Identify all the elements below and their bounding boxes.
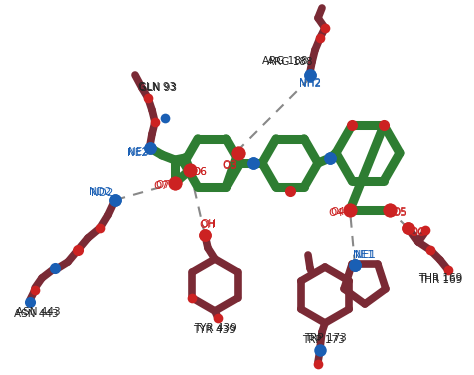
Text: O6: O6: [192, 167, 208, 177]
Text: THR 169: THR 169: [418, 275, 462, 285]
Text: ARG 188: ARG 188: [267, 57, 313, 67]
Text: ASN 443: ASN 443: [16, 307, 60, 317]
Text: TRP 173: TRP 173: [304, 333, 346, 343]
Text: O5: O5: [392, 208, 408, 218]
Text: OH: OH: [200, 219, 216, 229]
Text: O3: O3: [223, 160, 237, 170]
Text: OG: OG: [410, 228, 426, 238]
Text: NE1: NE1: [353, 250, 374, 260]
Text: ND2: ND2: [91, 188, 113, 198]
Text: ARG 188: ARG 188: [262, 56, 308, 66]
Text: O7: O7: [155, 180, 171, 190]
Text: NE1: NE1: [355, 250, 375, 260]
Text: TRP 173: TRP 173: [301, 335, 345, 345]
Text: O5: O5: [392, 207, 408, 217]
Text: GLN 93: GLN 93: [139, 83, 177, 93]
Text: O7: O7: [154, 181, 168, 191]
Text: ASN 443: ASN 443: [14, 309, 58, 319]
Text: NE2: NE2: [128, 147, 148, 157]
Text: O4: O4: [328, 208, 344, 218]
Text: OG: OG: [410, 227, 426, 237]
Text: ND2: ND2: [89, 187, 111, 197]
Text: TYR 439: TYR 439: [192, 325, 236, 335]
Text: O6: O6: [192, 167, 208, 177]
Text: THR 169: THR 169: [418, 273, 462, 283]
Text: O3: O3: [223, 161, 237, 171]
Text: TYR 439: TYR 439: [193, 323, 237, 333]
Text: NH2: NH2: [299, 78, 321, 88]
Text: NE2: NE2: [127, 148, 147, 158]
Text: GLN 93: GLN 93: [138, 82, 176, 92]
Text: O4: O4: [330, 207, 346, 217]
Text: OH: OH: [199, 220, 215, 230]
Text: NH2: NH2: [299, 79, 321, 89]
